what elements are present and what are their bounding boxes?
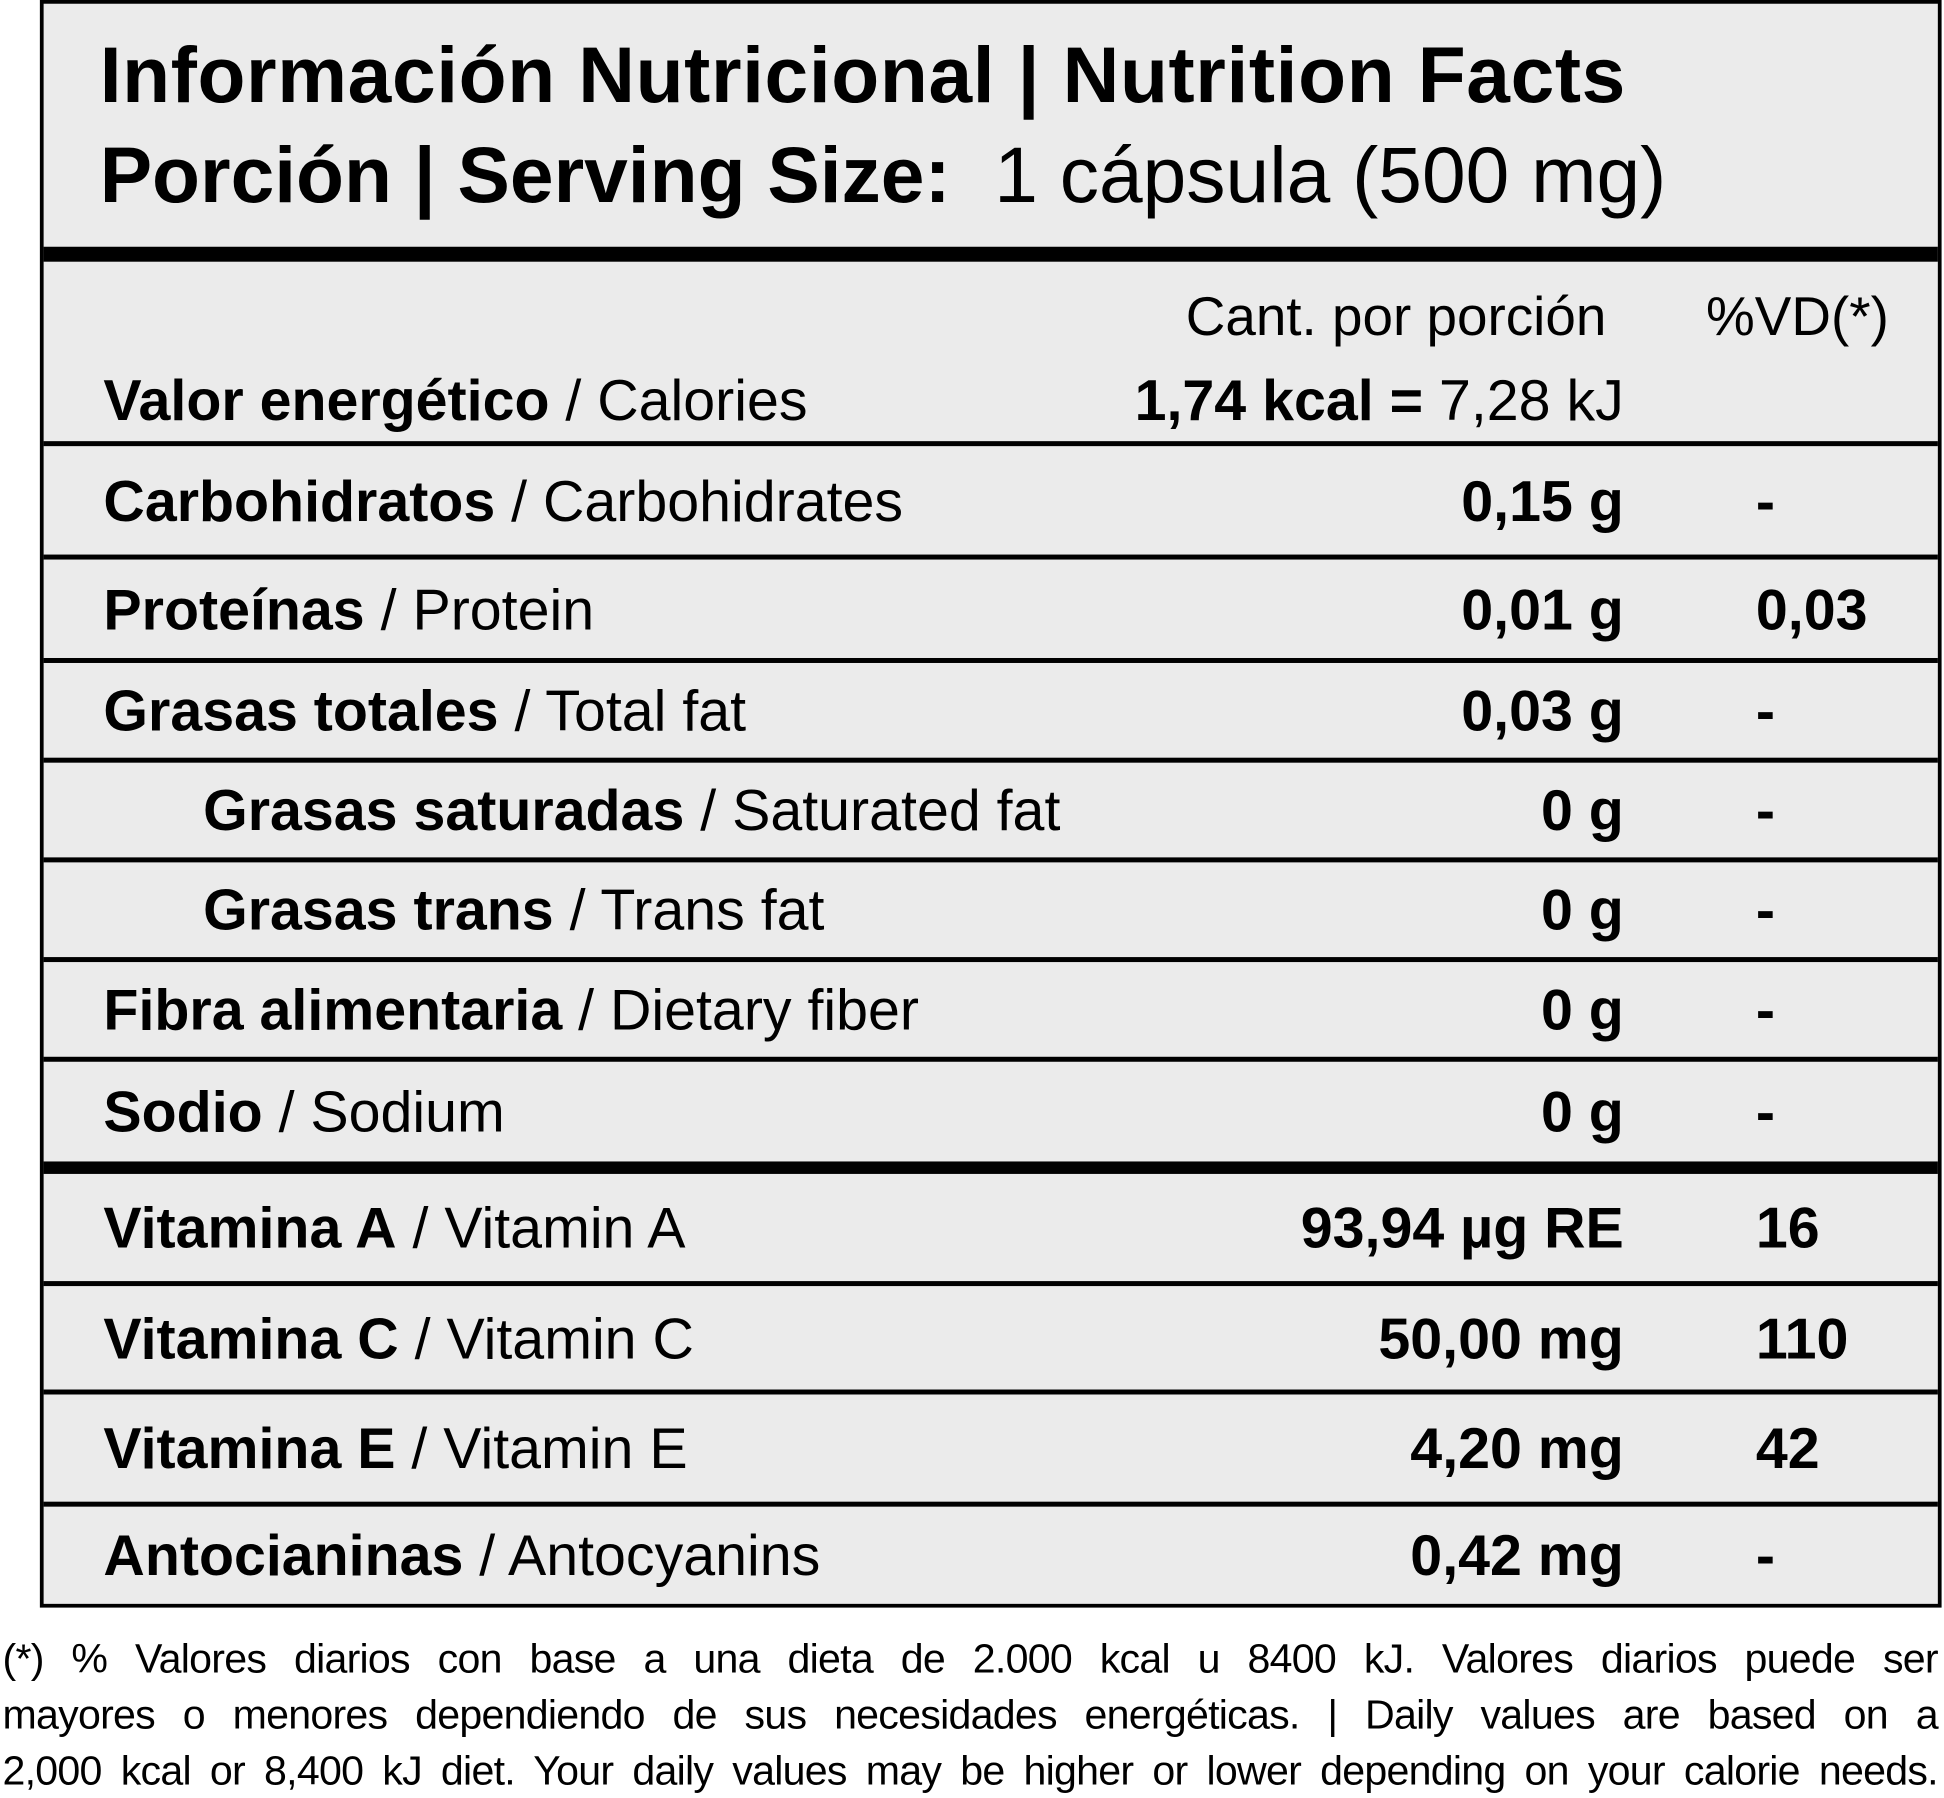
nutrient-dv: - xyxy=(1755,877,1775,943)
nutrient-name-en: / Vitamin C xyxy=(398,1305,694,1371)
nutrient-row: Sodio / Sodium 0 g - xyxy=(44,1062,1938,1162)
nutrient-amount: 93,94 µg RE xyxy=(1300,1195,1624,1260)
nutrient-row: Proteínas / Protein 0,01 g 0,03 xyxy=(44,560,1938,658)
energy-kj: 7,28 kJ xyxy=(1423,367,1624,433)
row-divider xyxy=(43,554,1938,560)
nutrient-name-es: Proteínas xyxy=(103,576,365,642)
row-divider xyxy=(43,657,1938,663)
nutrient-name-es: Vitamina E xyxy=(103,1415,396,1481)
nutrient-name-en: / Antocyanins xyxy=(463,1522,821,1588)
nutrient-name: Vitamina A / Vitamin A xyxy=(103,1194,685,1261)
nutrient-name-es: Grasas totales xyxy=(103,677,499,743)
nutrient-row: Vitamina A / Vitamin A 93,94 µg RE 16 xyxy=(44,1174,1938,1281)
nutrient-dv: - xyxy=(1755,467,1775,533)
nutrient-name-es: Grasas trans xyxy=(203,877,554,943)
nutrient-name: Vitamina E / Vitamin E xyxy=(103,1414,687,1481)
nutrient-dv: - xyxy=(1755,1522,1775,1588)
dv-column-header: %VD(*) xyxy=(1706,286,1889,348)
energy-name-en: / Calories xyxy=(549,367,808,433)
nutrient-amount: 0 g xyxy=(1540,1079,1624,1145)
energy-section: Cant. por porción %VD(*) Valor energétic… xyxy=(44,262,1938,443)
nutrient-dv: 16 xyxy=(1755,1195,1820,1260)
nutrient-name: Grasas trans / Trans fat xyxy=(203,876,824,943)
nutrient-name-es: Sodio xyxy=(103,1079,263,1145)
nutrient-row: Grasas trans / Trans fat 0 g - xyxy=(44,862,1938,957)
nutrient-name: Carbohidratos / Carbohidrates xyxy=(103,467,903,534)
row-divider xyxy=(43,1056,1938,1062)
label-header: Información Nutricional | Nutrition Fact… xyxy=(44,4,1938,251)
nutrient-amount: 0,15 g xyxy=(1461,467,1624,533)
footnote-line: 2,000 kcal or 8,400 kJ diet. Your daily … xyxy=(2,1747,1938,1794)
nutrient-name-en: / Vitamin A xyxy=(396,1195,686,1260)
nutrient-name: Grasas totales / Total fat xyxy=(103,677,746,744)
nutrient-name: Fibra alimentaria / Dietary fiber xyxy=(103,976,919,1043)
nutrient-name-en: / Vitamin E xyxy=(395,1415,688,1481)
nutrient-name-en: / Dietary fiber xyxy=(562,977,920,1042)
footnote: (*) % Valores diarios con base a una die… xyxy=(2,1630,1938,1798)
nutrient-amount: 0,03 g xyxy=(1461,677,1624,743)
nutrient-dv: - xyxy=(1755,677,1775,743)
nutrient-name-en: / Trans fat xyxy=(553,877,825,943)
nutrient-amount: 0 g xyxy=(1540,877,1624,943)
footnote-line: (*) % Valores diarios con base a una die… xyxy=(2,1635,1938,1682)
nutrient-row: Vitamina C / Vitamin C 50,00 mg 110 xyxy=(44,1286,1938,1389)
row-divider xyxy=(43,441,1938,447)
nutrient-name-en: / Saturated fat xyxy=(684,777,1061,843)
row-divider xyxy=(43,1501,1938,1507)
nutrient-name: Proteínas / Protein xyxy=(103,575,594,642)
nutrition-table: Información Nutricional | Nutrition Fact… xyxy=(39,0,1942,1608)
nutrient-row: Grasas saturadas / Saturated fat 0 g - xyxy=(44,763,1938,858)
energy-name: Valor energético / Calories xyxy=(103,366,807,433)
nutrient-name-en: / Total fat xyxy=(498,677,747,743)
nutrient-amount: 0 g xyxy=(1540,777,1624,843)
nutrient-name-es: Carbohidratos xyxy=(103,467,496,533)
nutrient-name-es: Vitamina A xyxy=(103,1195,397,1260)
nutrient-amount: 0 g xyxy=(1540,977,1624,1042)
energy-name-es: Valor energético xyxy=(103,367,550,433)
nutrient-dv: 110 xyxy=(1755,1305,1849,1371)
nutrient-name-es: Antocianinas xyxy=(103,1522,464,1588)
nutrient-row: Vitamina E / Vitamin E 4,20 mg 42 xyxy=(44,1394,1938,1501)
nutrient-name-en: / Carbohidrates xyxy=(495,467,904,533)
nutrient-dv: 0,03 xyxy=(1755,576,1868,642)
nutrient-amount: 4,20 mg xyxy=(1410,1415,1624,1481)
row-divider xyxy=(43,1281,1938,1287)
row-divider xyxy=(43,1389,1938,1395)
nutrient-row: Grasas totales / Total fat 0,03 g - xyxy=(44,663,1938,758)
nutrient-amount: 50,00 mg xyxy=(1378,1305,1624,1371)
energy-value: 1,74 kcal = 7,28 kJ xyxy=(1135,366,1624,433)
nutrient-dv: 42 xyxy=(1755,1415,1820,1481)
footnote-line: mayores o menores dependiendo de sus nec… xyxy=(2,1691,1938,1738)
nutrient-name: Grasas saturadas / Saturated fat xyxy=(203,776,1060,843)
nutrient-name: Antocianinas / Antocyanins xyxy=(103,1522,820,1589)
serving-value: 1 cápsula (500 mg) xyxy=(994,132,1667,220)
nutrient-row: Antocianinas / Antocyanins 0,42 mg - xyxy=(44,1507,1938,1604)
row-divider xyxy=(43,857,1938,863)
serving-size: Porción | Serving Size: 1 cápsula (500 m… xyxy=(100,131,1667,221)
nutrient-dv: - xyxy=(1755,777,1775,843)
nutrient-dv: - xyxy=(1755,1079,1775,1145)
nutrient-name-es: Grasas saturadas xyxy=(203,777,685,843)
row-divider xyxy=(43,757,1938,763)
serving-label: Porción | Serving Size: xyxy=(99,132,951,220)
row-divider xyxy=(43,957,1938,963)
energy-kcal: 1,74 kcal = xyxy=(1134,367,1424,433)
nutrient-name-en: / Sodium xyxy=(262,1079,505,1145)
nutrient-name: Sodio / Sodium xyxy=(103,1078,504,1145)
nutrient-row: Fibra alimentaria / Dietary fiber 0 g - xyxy=(44,962,1938,1057)
thick-divider xyxy=(43,1161,1938,1174)
nutrient-name-es: Vitamina C xyxy=(103,1305,399,1371)
nutrient-row: Carbohidratos / Carbohidrates 0,15 g - xyxy=(44,446,1938,554)
nutrient-name-es: Fibra alimentaria xyxy=(103,977,563,1042)
nutrient-amount: 0,01 g xyxy=(1461,576,1624,642)
label-title: Información Nutricional | Nutrition Fact… xyxy=(99,32,1626,120)
thick-divider xyxy=(43,246,1938,262)
nutrient-name-en: / Protein xyxy=(364,576,595,642)
amount-column-header: Cant. por porción xyxy=(1185,286,1607,348)
nutrient-name: Vitamina C / Vitamin C xyxy=(103,1304,693,1371)
nutrient-dv: - xyxy=(1755,977,1775,1042)
nutrient-amount: 0,42 mg xyxy=(1410,1522,1624,1588)
